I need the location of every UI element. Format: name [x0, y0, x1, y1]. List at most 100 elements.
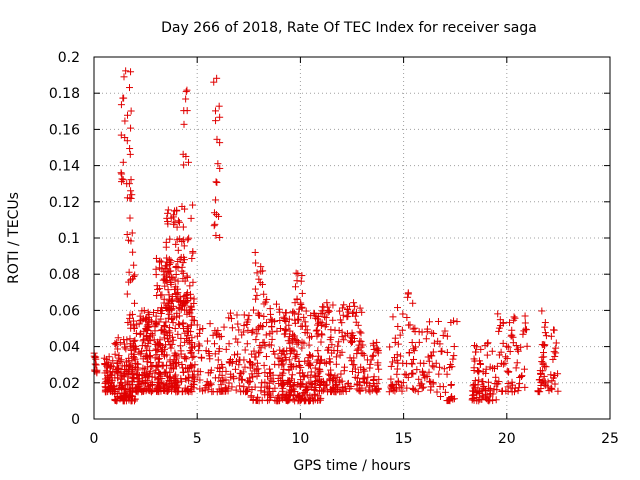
- data-point: [408, 360, 416, 368]
- data-point: [213, 388, 221, 396]
- data-point: [142, 332, 150, 340]
- data-point: [240, 311, 248, 319]
- data-point: [179, 275, 187, 283]
- data-point: [415, 375, 423, 383]
- data-point: [315, 365, 323, 373]
- data-point: [253, 372, 261, 380]
- data-point: [341, 363, 349, 371]
- data-point: [479, 392, 487, 400]
- data-point: [160, 295, 168, 303]
- data-point: [195, 347, 203, 355]
- data-point: [352, 318, 360, 326]
- data-point: [258, 280, 266, 288]
- data-point: [184, 236, 192, 244]
- data-point: [266, 330, 274, 338]
- data-point: [253, 269, 261, 277]
- data-point: [311, 390, 319, 398]
- data-point: [214, 356, 222, 364]
- data-point: [386, 343, 394, 351]
- data-point: [389, 358, 397, 366]
- data-point: [169, 336, 177, 344]
- data-point: [432, 359, 440, 367]
- data-point: [257, 387, 265, 395]
- data-point: [244, 326, 252, 334]
- data-point: [370, 345, 378, 353]
- data-point: [370, 373, 378, 381]
- data-point: [127, 346, 135, 354]
- data-point: [394, 304, 402, 312]
- data-point: [152, 254, 160, 262]
- data-point: [266, 305, 274, 313]
- data-point: [111, 339, 119, 347]
- x-tick-label: 10: [291, 431, 309, 447]
- data-point: [146, 382, 154, 390]
- data-point: [213, 179, 221, 187]
- data-point: [175, 359, 183, 367]
- data-point: [165, 374, 173, 382]
- data-point: [506, 348, 514, 356]
- data-point: [540, 342, 548, 350]
- data-point: [158, 291, 166, 299]
- data-point: [235, 374, 243, 382]
- data-point: [216, 164, 224, 172]
- data-point: [505, 368, 513, 376]
- data-point: [289, 346, 297, 354]
- data-point: [361, 367, 369, 375]
- data-point: [130, 350, 138, 358]
- data-point: [298, 344, 306, 352]
- data-point: [188, 313, 196, 321]
- chart-title: Day 266 of 2018, Rate Of TEC Index for r…: [161, 20, 537, 36]
- data-point: [434, 337, 442, 345]
- data-point: [180, 107, 188, 115]
- data-point: [409, 299, 417, 307]
- data-point: [338, 319, 346, 327]
- data-point: [289, 381, 297, 389]
- data-point: [164, 306, 172, 314]
- data-point: [393, 351, 401, 359]
- data-point: [114, 345, 122, 353]
- data-point: [132, 329, 140, 337]
- data-point: [343, 330, 351, 338]
- data-point: [169, 302, 177, 310]
- data-point: [346, 354, 354, 362]
- data-point: [418, 367, 426, 375]
- data-point: [353, 374, 361, 382]
- data-point: [293, 296, 301, 304]
- data-point: [317, 394, 325, 402]
- data-point: [285, 321, 293, 329]
- data-point: [305, 351, 313, 359]
- data-point: [325, 358, 333, 366]
- data-point: [161, 352, 169, 360]
- data-point: [536, 376, 544, 384]
- data-point: [162, 318, 170, 326]
- data-point: [481, 386, 489, 394]
- data-point: [346, 302, 354, 310]
- data-point: [487, 390, 495, 398]
- data-point: [131, 271, 139, 279]
- data-point: [356, 378, 364, 386]
- data-point: [126, 335, 134, 343]
- data-point: [195, 329, 203, 337]
- data-point: [329, 316, 337, 324]
- data-point: [154, 285, 162, 293]
- data-point: [298, 272, 306, 280]
- x-tick-label: 25: [601, 431, 619, 447]
- data-point: [182, 355, 190, 363]
- tick-layer: 0 5 10 15 20 25 0 0.02 0.04 0.06 0.08 0.1 0.12 0.14 0.…: [49, 50, 619, 447]
- data-point: [231, 351, 239, 359]
- data-point: [273, 327, 281, 335]
- data-point: [104, 358, 112, 366]
- data-point: [123, 336, 131, 344]
- data-point: [222, 376, 230, 384]
- data-point: [548, 377, 556, 385]
- data-point: [136, 312, 144, 320]
- data-point: [259, 323, 267, 331]
- data-point: [350, 299, 358, 307]
- data-point: [165, 332, 173, 340]
- data-point: [225, 379, 233, 387]
- data-point: [175, 320, 183, 328]
- data-point: [228, 324, 236, 332]
- data-point: [332, 353, 340, 361]
- data-point: [410, 347, 418, 355]
- y-tick-label: 0.06: [49, 303, 80, 319]
